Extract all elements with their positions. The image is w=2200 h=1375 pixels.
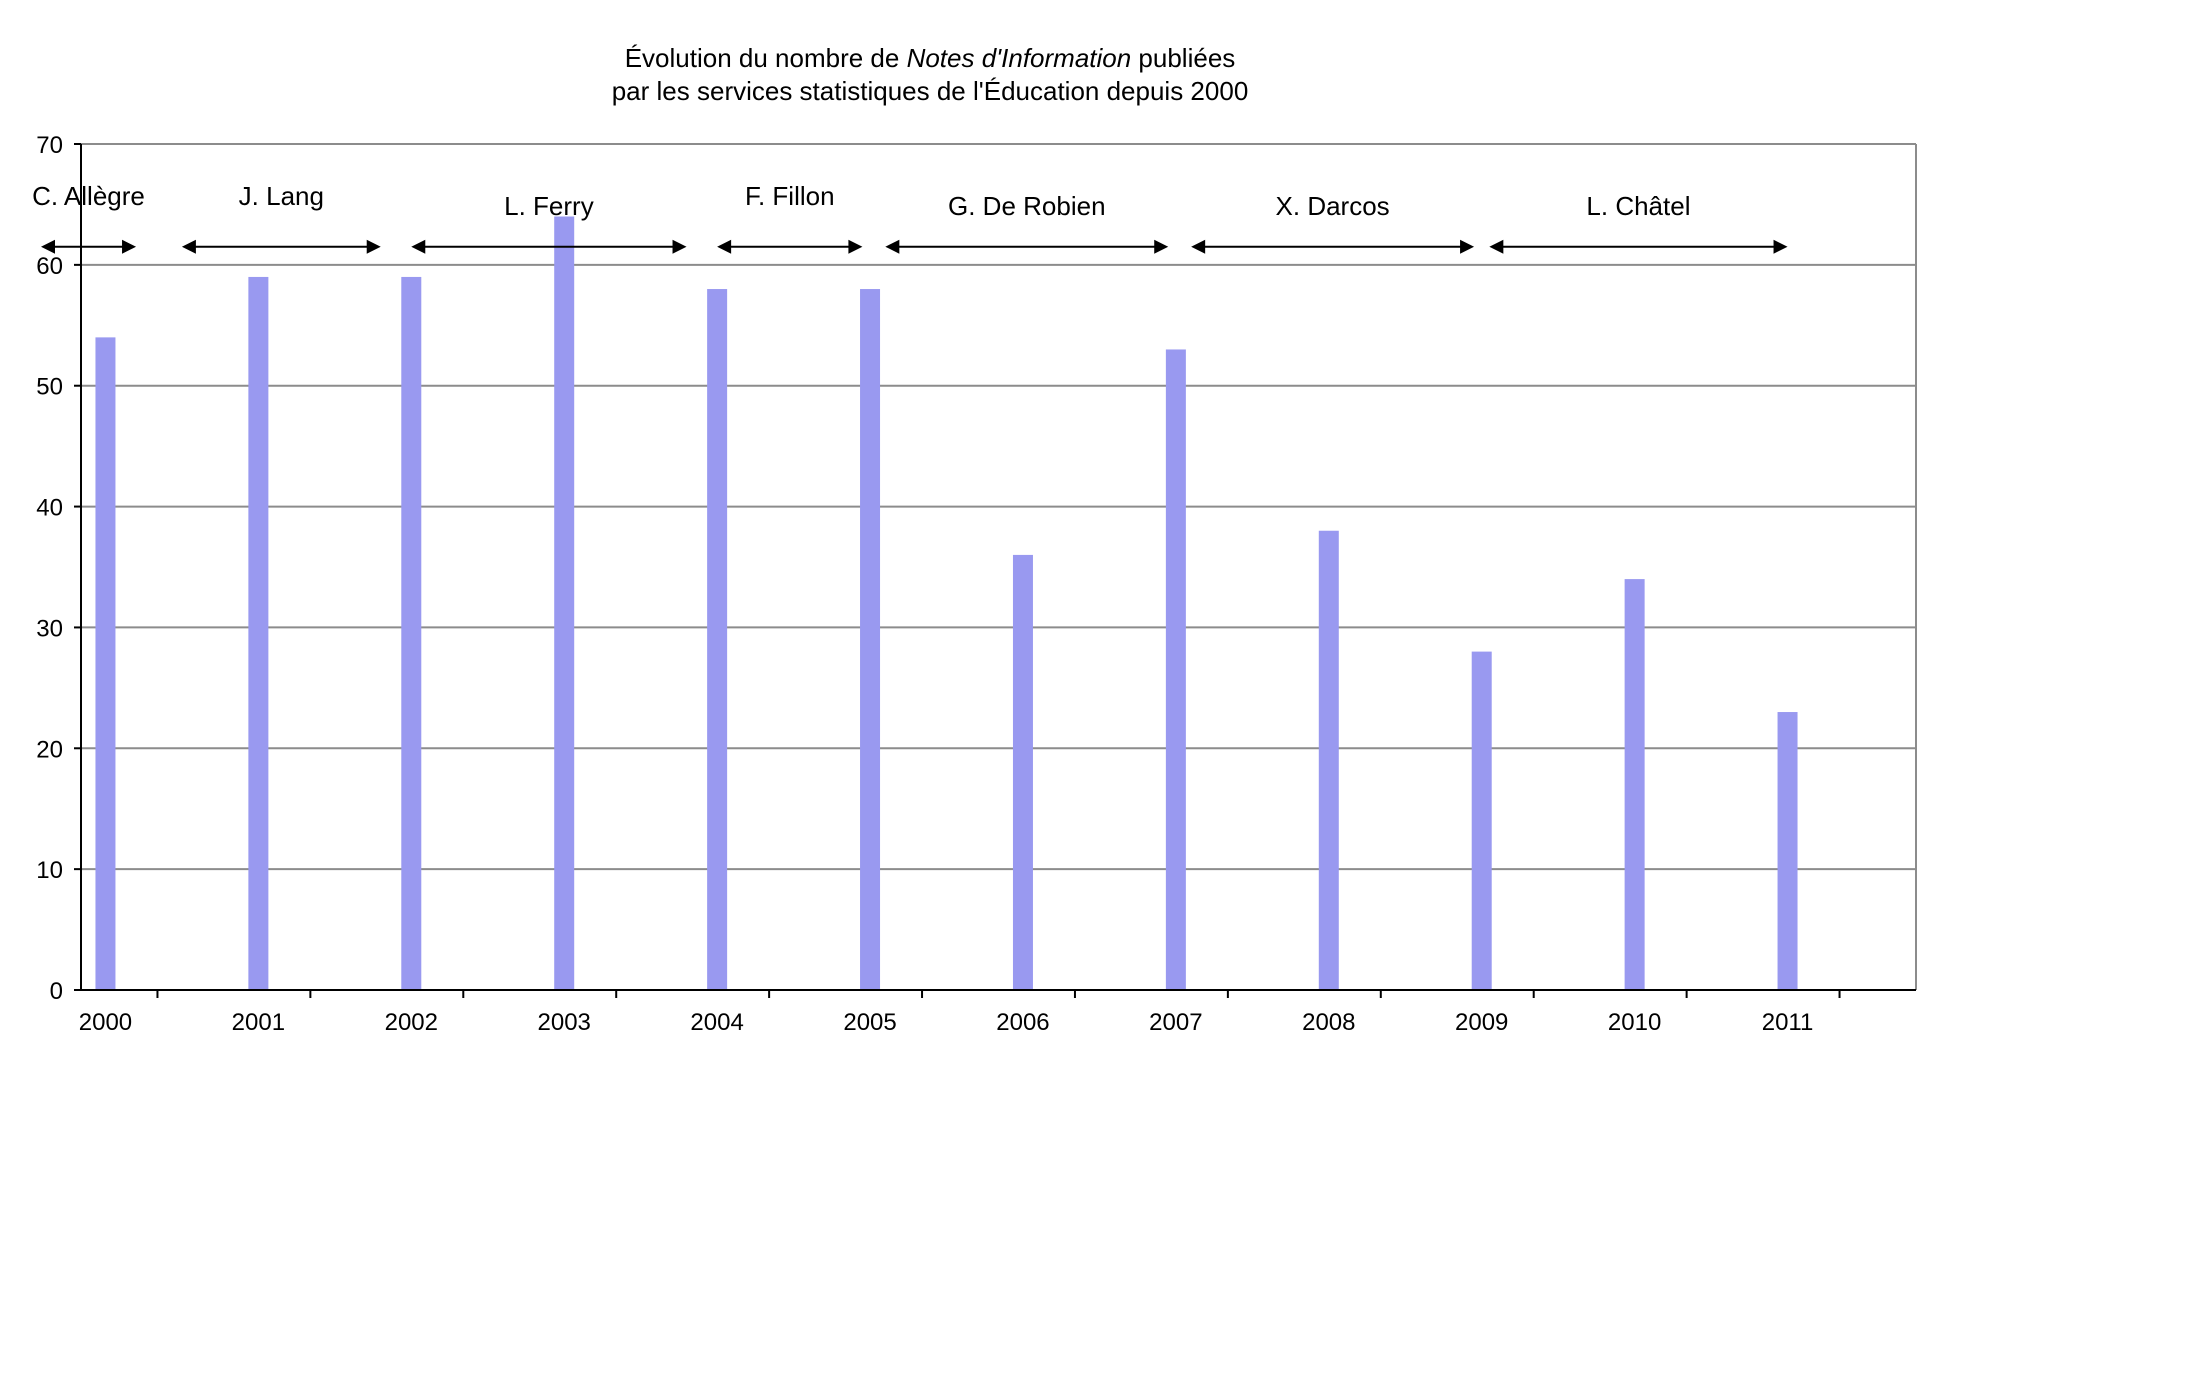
chart-title-part-1: Évolution du nombre de [625, 43, 907, 73]
bar-2000 [95, 337, 116, 990]
bar-2001 [248, 276, 269, 990]
arrowhead-right [122, 239, 137, 254]
arrowhead-left [411, 239, 426, 254]
arrowhead-right [672, 239, 687, 254]
chart-title-italic: Notes d'Information [907, 43, 1132, 73]
chart-title-line-1: Évolution du nombre de Notes d'Informati… [625, 43, 1236, 73]
x-tick-label: 2008 [1302, 1009, 1355, 1036]
bar-2004 [707, 289, 728, 990]
bar-2006 [1012, 554, 1033, 990]
arrowhead-left [1489, 239, 1504, 254]
bar-2011 [1777, 712, 1798, 990]
bars [95, 216, 1798, 990]
minister-label: X. Darcos [1276, 191, 1390, 221]
chart-title-part-2: publiées [1131, 43, 1235, 73]
y-tick-label: 30 [36, 615, 63, 642]
minister-label: L. Ferry [504, 191, 594, 221]
x-tick-label: 2011 [1762, 1009, 1814, 1036]
x-tick-label: 2004 [690, 1009, 743, 1036]
x-tick-label: 2007 [1149, 1009, 1202, 1036]
arrowhead-right [848, 239, 863, 254]
y-tick-label: 20 [36, 736, 63, 763]
arrowhead-right [1773, 239, 1788, 254]
x-tick-label: 2009 [1455, 1009, 1508, 1036]
minister-label: J. Lang [239, 181, 324, 211]
arrowhead-left [41, 239, 55, 254]
minister-label: L. Châtel [1586, 191, 1690, 221]
bar-2002 [401, 276, 422, 990]
x-tick-label: 2006 [996, 1009, 1049, 1036]
x-tick-label: 2001 [232, 1009, 285, 1036]
x-tick-label: 2003 [538, 1009, 591, 1036]
arrowhead-right [1460, 239, 1475, 254]
arrowhead-left [885, 239, 900, 254]
arrowhead-left [1191, 239, 1206, 254]
y-tick-label: 70 [36, 132, 63, 159]
x-tick-label: 2005 [843, 1009, 896, 1036]
y-tick-label: 50 [36, 374, 63, 401]
axes: 0 10 20 30 40 50 60 70 2000 2001 2002 2003 2004 2005 2… [36, 132, 1916, 1036]
y-tick-label: 0 [50, 978, 63, 1005]
bar-2005 [860, 289, 881, 990]
bar-2009 [1471, 651, 1492, 990]
arrowhead-right [366, 239, 381, 254]
arrowhead-left [181, 239, 196, 254]
minister-label: G. De Robien [948, 191, 1106, 221]
y-tick-label: 40 [36, 495, 63, 522]
bar-2008 [1318, 530, 1339, 990]
bar-2010 [1624, 579, 1645, 990]
chart-title-line-2: par les services statistiques de l'Éduca… [612, 76, 1249, 106]
x-tick-label: 2002 [385, 1009, 438, 1036]
arrowhead-left [717, 239, 732, 254]
minister-label: F. Fillon [745, 181, 835, 211]
y-tick-label: 10 [36, 857, 63, 884]
x-tick-label: 2010 [1608, 1009, 1661, 1036]
y-tick-label: 60 [36, 253, 63, 280]
bar-2003 [554, 216, 575, 990]
bar-2007 [1165, 349, 1186, 990]
grid-lines [81, 143, 1917, 990]
minister-label: C. Allègre [32, 181, 145, 211]
arrowhead-right [1154, 239, 1169, 254]
minister-annotations: C. Allègre J. Lang L. Ferry F. Fillon G. De … [32, 181, 1788, 254]
x-tick-label: 2000 [79, 1009, 132, 1036]
